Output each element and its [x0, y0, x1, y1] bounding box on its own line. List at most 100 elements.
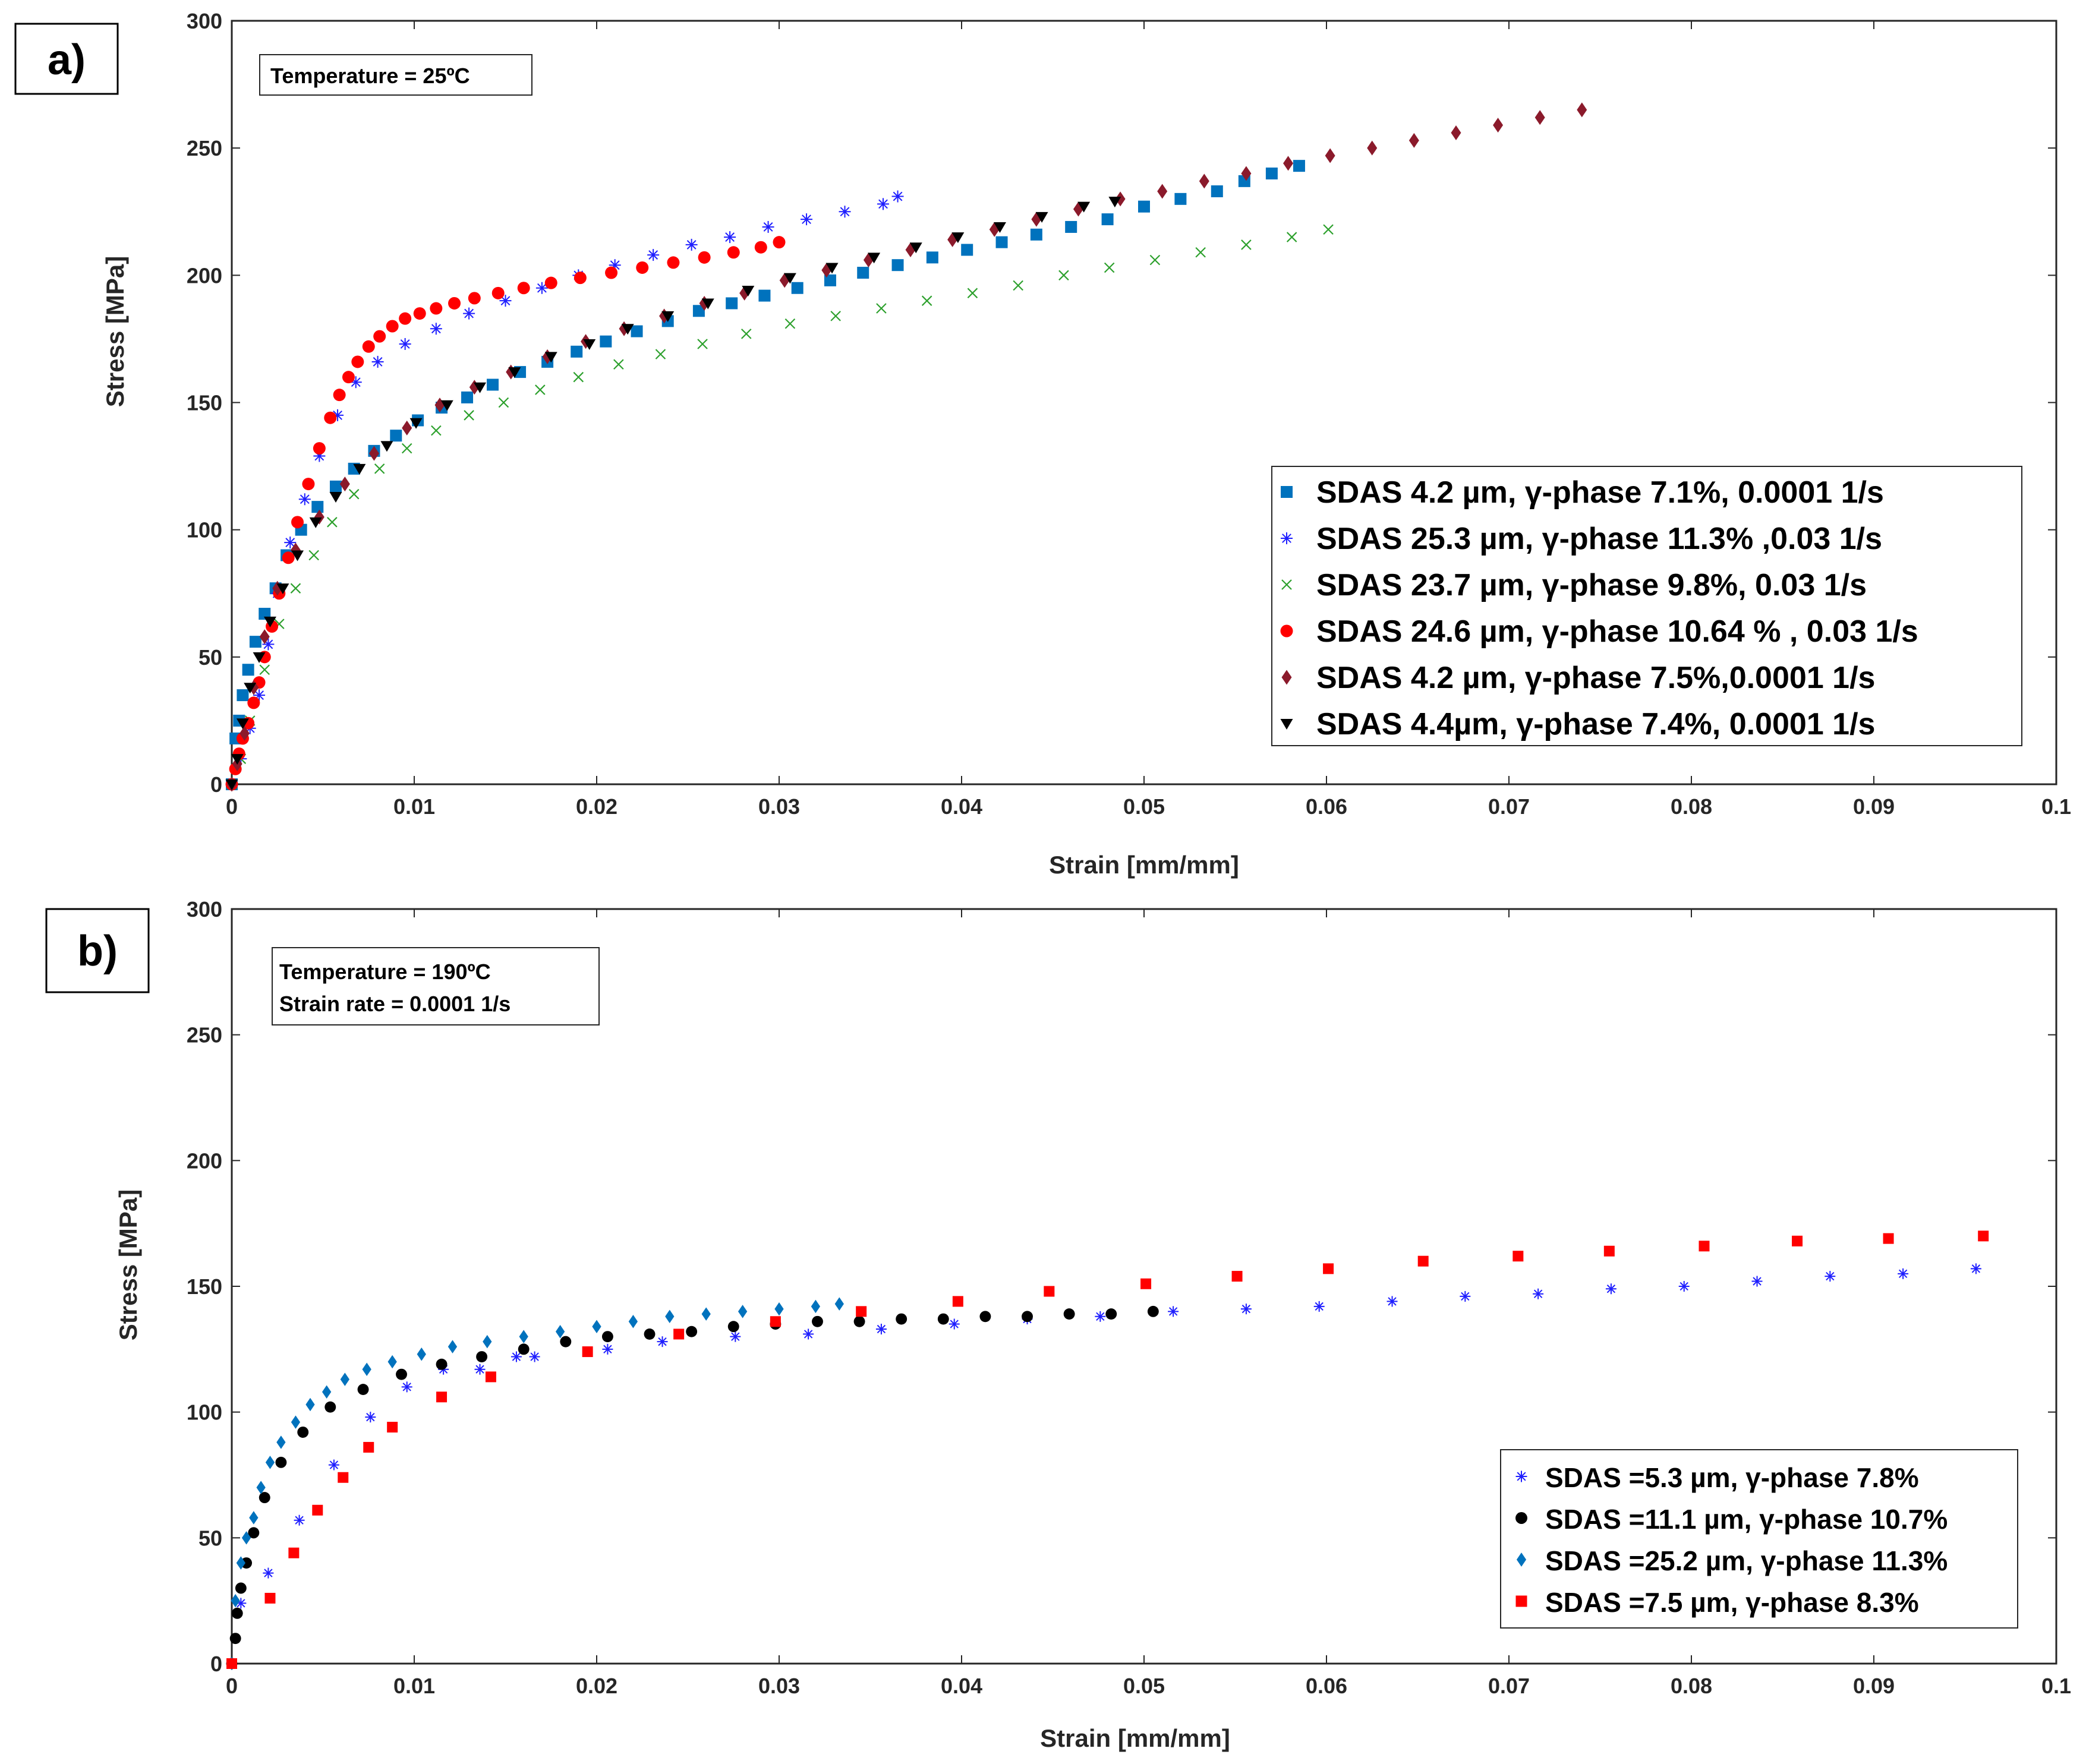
panel-b-y-axis-label: Stress [MPa] [114, 1189, 142, 1340]
panel-b-y-tick-label: 0 [210, 1652, 222, 1676]
panel-b-series-3-point [592, 1320, 601, 1333]
panel-b-annotation-strain-rate: Strain rate = 0.0001 1/s [279, 992, 511, 1016]
panel-a-series-3-point [741, 329, 752, 339]
panel-a-series-3-point [1149, 254, 1161, 266]
panel-a-y-axis-label: Stress [MPa] [101, 256, 129, 407]
panel-b-series-4-point [1978, 1230, 1989, 1242]
panel-a-legend-label-2: SDAS 25.3 µm, γ-phase 11.3% ,0.03 1/s [1316, 522, 1882, 556]
panel-b-x-tick-label: 0.06 [1306, 1674, 1347, 1698]
panel-a-series-1-point [600, 335, 612, 348]
panel-a-series-4-point [517, 282, 530, 295]
panel-a-series-3-point [431, 425, 442, 436]
panel-b-series-2-point [259, 1492, 270, 1504]
panel-a-annotation-temperature: Temperature = 25ºC [270, 64, 470, 88]
panel-a-series-3-point [535, 384, 546, 395]
panel-b-series-1-point [730, 1331, 741, 1342]
panel-a-series-4-point [386, 320, 399, 333]
panel-a-series-3-point [308, 550, 319, 561]
panel-a-legend-marker-5 [1281, 670, 1292, 685]
panel-b-series-4-point [338, 1472, 349, 1483]
panel-a-series-2-point [685, 238, 698, 251]
panel-a-series-5-point [1325, 148, 1335, 163]
panel-a-series-6-point [1108, 197, 1121, 208]
panel-a-series-6-point [661, 311, 675, 322]
panel-b-series-1-point [1678, 1281, 1690, 1292]
panel-a-legend-marker-3 [1281, 579, 1292, 590]
panel-b-x-tick-label: 0.04 [941, 1674, 982, 1698]
panel-a-series-6-point [244, 683, 257, 694]
panel-b-series-1-point [1825, 1271, 1836, 1282]
panel-a-x-tick-label: 0.03 [758, 794, 800, 819]
panel-a-legend-label-3: SDAS 23.7 µm, γ-phase 9.8%, 0.03 1/s [1316, 568, 1867, 602]
panel-a-series-2-point [762, 220, 774, 233]
panel-b-legend: SDAS =5.3 µm, γ-phase 7.8% SDAS =11.1 µm,… [1500, 1449, 2018, 1629]
panel-a-series-2-point [463, 307, 475, 320]
panel-a-series-1-point [692, 305, 705, 317]
panel-a-series-5-point [259, 629, 270, 645]
panel-b-legend-label-3: SDAS =25.2 µm, γ-phase 11.3% [1545, 1545, 1948, 1576]
panel-a-x-tick-label: 0 [226, 794, 238, 819]
panel-a-y-tick-label: 50 [198, 645, 222, 670]
panel-a-series-4-point [574, 272, 587, 285]
panel-b-series [226, 1230, 1989, 1671]
panel-a-x-tick-label: 0.01 [393, 794, 435, 819]
panel-b-series-4-point [1603, 1245, 1615, 1257]
panel-a-series-1-point [1265, 168, 1278, 179]
panel-a-series-6-point [825, 263, 839, 274]
panel-b-legend-marker-2 [1515, 1512, 1527, 1524]
panel-b-series-1-point [1313, 1301, 1325, 1312]
panel-a-series-4-point [333, 389, 346, 402]
panel-a-series-6-point [1035, 212, 1048, 223]
panel-a-series-6-point [291, 550, 304, 561]
panel-a-series-5-point [339, 476, 350, 492]
panel-a-series-3 [226, 224, 1334, 790]
panel-b-series-1-point [263, 1567, 274, 1579]
panel-b-x-tick-label: 0.09 [1853, 1674, 1895, 1698]
panel-b-series-4-point [673, 1328, 685, 1340]
panel-b-series-3-point [774, 1302, 784, 1316]
panel-b-series-2-point [324, 1401, 336, 1413]
panel-a-series-6-point [742, 286, 755, 297]
panel-a-x-axis-label: Strain [mm/mm] [1049, 851, 1239, 879]
panel-a-legend-label-6: SDAS 4.4µm, γ-phase 7.4%, 0.0001 1/s [1316, 707, 1875, 741]
panel-b-series-4-point [770, 1316, 781, 1327]
panel-a-series-6-point [353, 463, 366, 475]
panel-b-series-2-point [686, 1326, 698, 1337]
panel-a-series-3-point [348, 488, 360, 500]
panel-b-series-4-point [1140, 1278, 1152, 1289]
panel-a-series-6-point [951, 232, 965, 244]
panel-b-series-3 [227, 1297, 844, 1671]
panel-a-series-6-point [783, 273, 796, 284]
panel-b-series-1-point [1168, 1306, 1179, 1317]
panel-b-series-3-point [291, 1415, 301, 1429]
panel-b-series-2-point [1105, 1308, 1117, 1320]
panel-a-series-5-point [1199, 173, 1209, 189]
panel-a-series-1-point [961, 244, 973, 256]
panel-a-series-5-point [402, 420, 412, 436]
panel-a-series-6-point [309, 517, 322, 528]
panel-a-y-tick-label: 300 [187, 9, 222, 33]
panel-a-series-3-point [655, 349, 666, 359]
panel-a-legend-box [1271, 466, 2022, 746]
panel-b-x-tick-label: 0.07 [1488, 1674, 1530, 1698]
panel-b-series-4-point [226, 1658, 237, 1669]
panel-a-series-4-point [351, 355, 364, 368]
panel-a-series-3-point [259, 664, 270, 676]
panel-b-series-1-point [1533, 1288, 1544, 1299]
panel-a-series-1-point [758, 289, 771, 302]
panel-b-y-tick-label: 200 [187, 1148, 222, 1173]
panel-a-legend-label-1: SDAS 4.2 µm, γ-phase 7.1%, 0.0001 1/s [1316, 475, 1884, 510]
panel-a-series-6-point [621, 324, 634, 335]
panel-b-series-3-point [811, 1299, 821, 1314]
panel-b-series-1-point [803, 1328, 814, 1340]
panel-b-series-4-point [856, 1306, 867, 1317]
panel-b-y-tick-label: 150 [187, 1274, 222, 1299]
panel-b-series-4-point [952, 1296, 963, 1307]
panel-b-x-tick-label: 0.08 [1671, 1674, 1712, 1698]
panel-a-series-4-point [544, 276, 557, 289]
panel-a-series-6-point [253, 652, 266, 663]
panel-a-legend-marker-1 [1281, 486, 1293, 498]
panel-a-series-1-point [1030, 228, 1042, 241]
panel-a-series-6-point [231, 754, 244, 765]
panel-b-series-3-point [738, 1305, 748, 1318]
